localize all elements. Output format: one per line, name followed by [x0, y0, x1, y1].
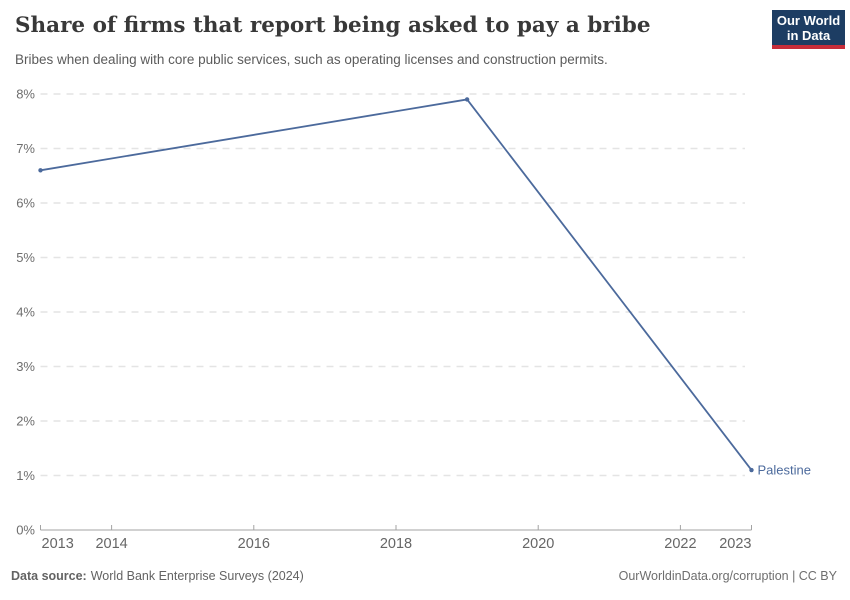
y-axis-tick-label: 8%	[16, 87, 35, 102]
x-axis-tick-label: 2014	[95, 536, 127, 552]
y-axis-tick-label: 3%	[16, 359, 35, 374]
x-axis-tick-label: 2013	[42, 536, 74, 552]
series-line-palestine	[40, 98, 753, 471]
x-axis-tick-label: 2018	[380, 536, 412, 552]
y-axis-tick-label: 0%	[16, 523, 35, 538]
owid-logo[interactable]: Our World in Data	[772, 10, 845, 49]
y-axis-tick-label: 4%	[16, 305, 35, 320]
y-axis-tick-label: 7%	[16, 141, 35, 156]
y-axis-tick-label: 1%	[16, 468, 35, 483]
data-source-text: World Bank Enterprise Surveys (2024)	[90, 569, 304, 583]
credit-link[interactable]: OurWorldinData.org/corruption | CC BY	[618, 569, 837, 583]
owid-logo-line1: Our World	[776, 13, 841, 28]
page-subtitle: Bribes when dealing with core public ser…	[15, 52, 608, 67]
y-axis-tick-label: 5%	[16, 250, 35, 265]
page-title: Share of firms that report being asked t…	[15, 13, 651, 38]
data-source-line: Data source: World Bank Enterprise Survey…	[11, 569, 304, 583]
x-axis-tick-label: 2022	[664, 536, 696, 552]
series-label-palestine: Palestine	[758, 463, 811, 478]
data-point	[464, 97, 470, 102]
data-point	[38, 168, 43, 173]
x-axis-tick-label: 2023	[719, 536, 751, 552]
data-source-label: Data source:	[11, 569, 87, 583]
x-axis-tick-label: 2020	[522, 536, 554, 552]
owid-logo-line2: in Data	[786, 28, 831, 43]
x-axis-tick-label: 2016	[238, 536, 270, 552]
data-point	[749, 467, 754, 473]
y-axis-tick-label: 6%	[16, 196, 35, 211]
y-axis-tick-label: 2%	[16, 414, 35, 429]
